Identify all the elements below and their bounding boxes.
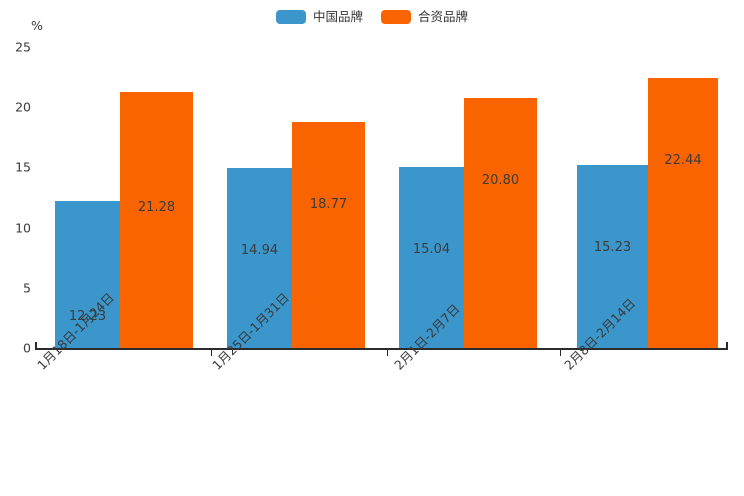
x-axis-right-cap bbox=[726, 342, 728, 349]
y-tick-25: 25 bbox=[15, 39, 31, 55]
bar-value-joint-1: 18.77 bbox=[309, 197, 348, 213]
y-tick-10: 10 bbox=[15, 220, 31, 236]
y-tick-5: 5 bbox=[23, 280, 31, 296]
bar-value-joint-2: 20.80 bbox=[481, 172, 520, 188]
chart-legend: 中国品牌 合资品牌 bbox=[0, 10, 744, 24]
x-axis-line bbox=[35, 348, 728, 350]
bar-value-china-2: 15.04 bbox=[412, 241, 451, 257]
bar-value-china-1: 14.94 bbox=[240, 243, 279, 259]
y-tick-20: 20 bbox=[15, 99, 31, 115]
legend-swatch-joint-venture-brand bbox=[381, 10, 411, 24]
bar-joint-3[interactable]: 22.44 bbox=[648, 77, 718, 348]
legend-label-joint-venture-brand: 合资品牌 bbox=[418, 8, 469, 24]
bar-china-3[interactable]: 15.23 bbox=[577, 164, 648, 348]
bar-china-0[interactable]: 12.23 bbox=[55, 200, 120, 348]
legend-label-china-brand: 中国品牌 bbox=[312, 8, 363, 24]
y-tick-0: 0 bbox=[23, 340, 31, 356]
x-tick-divider-3 bbox=[560, 349, 562, 356]
legend-swatch-china-brand bbox=[275, 10, 306, 24]
x-axis-left-cap bbox=[35, 342, 37, 349]
plot-area: 12.23 21.28 14.94 18.77 15.04 20.80 15.2… bbox=[35, 47, 728, 348]
legend-item-joint-venture-brand[interactable]: 合资品牌 bbox=[381, 10, 468, 24]
bar-value-china-0: 12.23 bbox=[68, 308, 107, 324]
bar-value-china-3: 15.23 bbox=[593, 239, 632, 255]
legend-item-china-brand[interactable]: 中国品牌 bbox=[275, 8, 363, 24]
bar-value-joint-3: 22.44 bbox=[664, 152, 702, 168]
bar-china-2[interactable]: 15.04 bbox=[399, 166, 464, 348]
bar-joint-2[interactable]: 20.80 bbox=[464, 97, 537, 348]
y-axis-tick-labels: 25 20 15 10 5 0 bbox=[0, 0, 31, 496]
bar-joint-0[interactable]: 21.28 bbox=[120, 91, 193, 348]
x-tick-divider-2 bbox=[387, 349, 389, 356]
y-axis-unit-label: % bbox=[31, 18, 43, 33]
y-tick-15: 15 bbox=[15, 159, 31, 175]
x-tick-divider-1 bbox=[211, 349, 213, 356]
bar-china-1[interactable]: 14.94 bbox=[227, 168, 292, 348]
bar-value-joint-0: 21.28 bbox=[137, 199, 176, 215]
bar-joint-1[interactable]: 18.77 bbox=[292, 122, 365, 348]
